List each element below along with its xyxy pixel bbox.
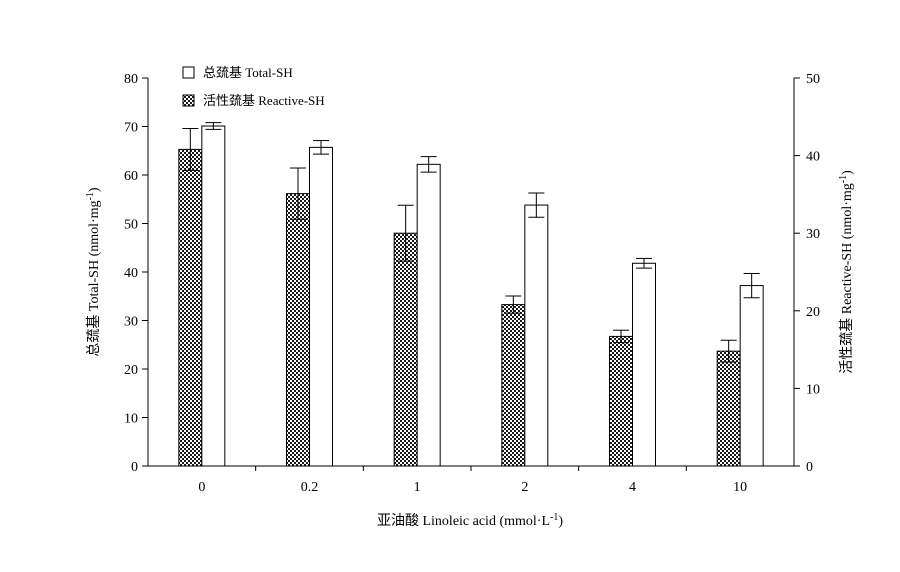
x-tick-label: 4 bbox=[629, 480, 636, 495]
y-left-tick-label: 70 bbox=[124, 121, 138, 136]
bar-reactive-sh bbox=[393, 232, 418, 467]
y-left-tick-label: 50 bbox=[124, 218, 138, 233]
y-axis-right-label: 活性巯基 Reactive-SH (nmol·mg-1) bbox=[838, 170, 855, 374]
legend-label-reactive-sh: 活性巯基 Reactive-SH bbox=[203, 93, 325, 108]
bar-total-sh bbox=[309, 146, 333, 467]
bar-total-sh bbox=[632, 262, 656, 467]
legend: 总巯基 Total-SH 活性巯基 Reactive-SH bbox=[182, 65, 325, 108]
y-right-tick-label: 40 bbox=[806, 150, 820, 165]
y-left-tick-label: 60 bbox=[124, 169, 138, 184]
legend-swatch-total-sh bbox=[182, 66, 195, 79]
bar-reactive-sh bbox=[501, 304, 526, 467]
plot-area: 0 10 20 30 40 50 60 70 80 0 10 20 30 40 50 0 0.2 1 2 4 10 bbox=[124, 72, 820, 495]
y-right-tick-label: 0 bbox=[806, 460, 813, 475]
x-tick-label: 10 bbox=[733, 480, 747, 495]
bar-reactive-sh bbox=[609, 335, 633, 467]
y-right-tick-label: 10 bbox=[806, 382, 820, 397]
x-tick-label: 1 bbox=[414, 480, 421, 495]
y-left-tick-label: 20 bbox=[124, 363, 138, 378]
bar-total-sh bbox=[739, 285, 764, 467]
legend-swatch-reactive-sh bbox=[182, 94, 195, 107]
y-left-tick-label: 40 bbox=[124, 266, 138, 281]
x-tick-label: 0 bbox=[198, 480, 205, 495]
y-left-tick-label: 80 bbox=[124, 72, 138, 87]
bar-total-sh bbox=[201, 125, 226, 467]
y-right-tick-label: 20 bbox=[806, 305, 820, 320]
bar-reactive-sh bbox=[716, 350, 741, 467]
x-axis-label: 亚油酸 Linoleic acid (mmol·L-1) bbox=[377, 512, 563, 529]
x-tick-label: 0.2 bbox=[301, 480, 319, 495]
x-tick-label: 2 bbox=[521, 480, 528, 495]
y-left-tick-label: 0 bbox=[131, 460, 138, 475]
bar-reactive-sh bbox=[286, 193, 310, 467]
y-right-tick-label: 30 bbox=[806, 227, 820, 242]
y-right-tick-label: 50 bbox=[806, 72, 820, 87]
legend-label-total-sh: 总巯基 Total-SH bbox=[203, 65, 293, 80]
bar-total-sh bbox=[416, 163, 441, 467]
bar-total-sh bbox=[524, 204, 549, 467]
y-left-tick-label: 10 bbox=[124, 412, 138, 427]
y-axis-left-label: 总巯基 Total-SH (nmol·mg-1) bbox=[85, 187, 102, 356]
bar-reactive-sh bbox=[178, 148, 203, 467]
y-left-tick-label: 30 bbox=[124, 315, 138, 330]
